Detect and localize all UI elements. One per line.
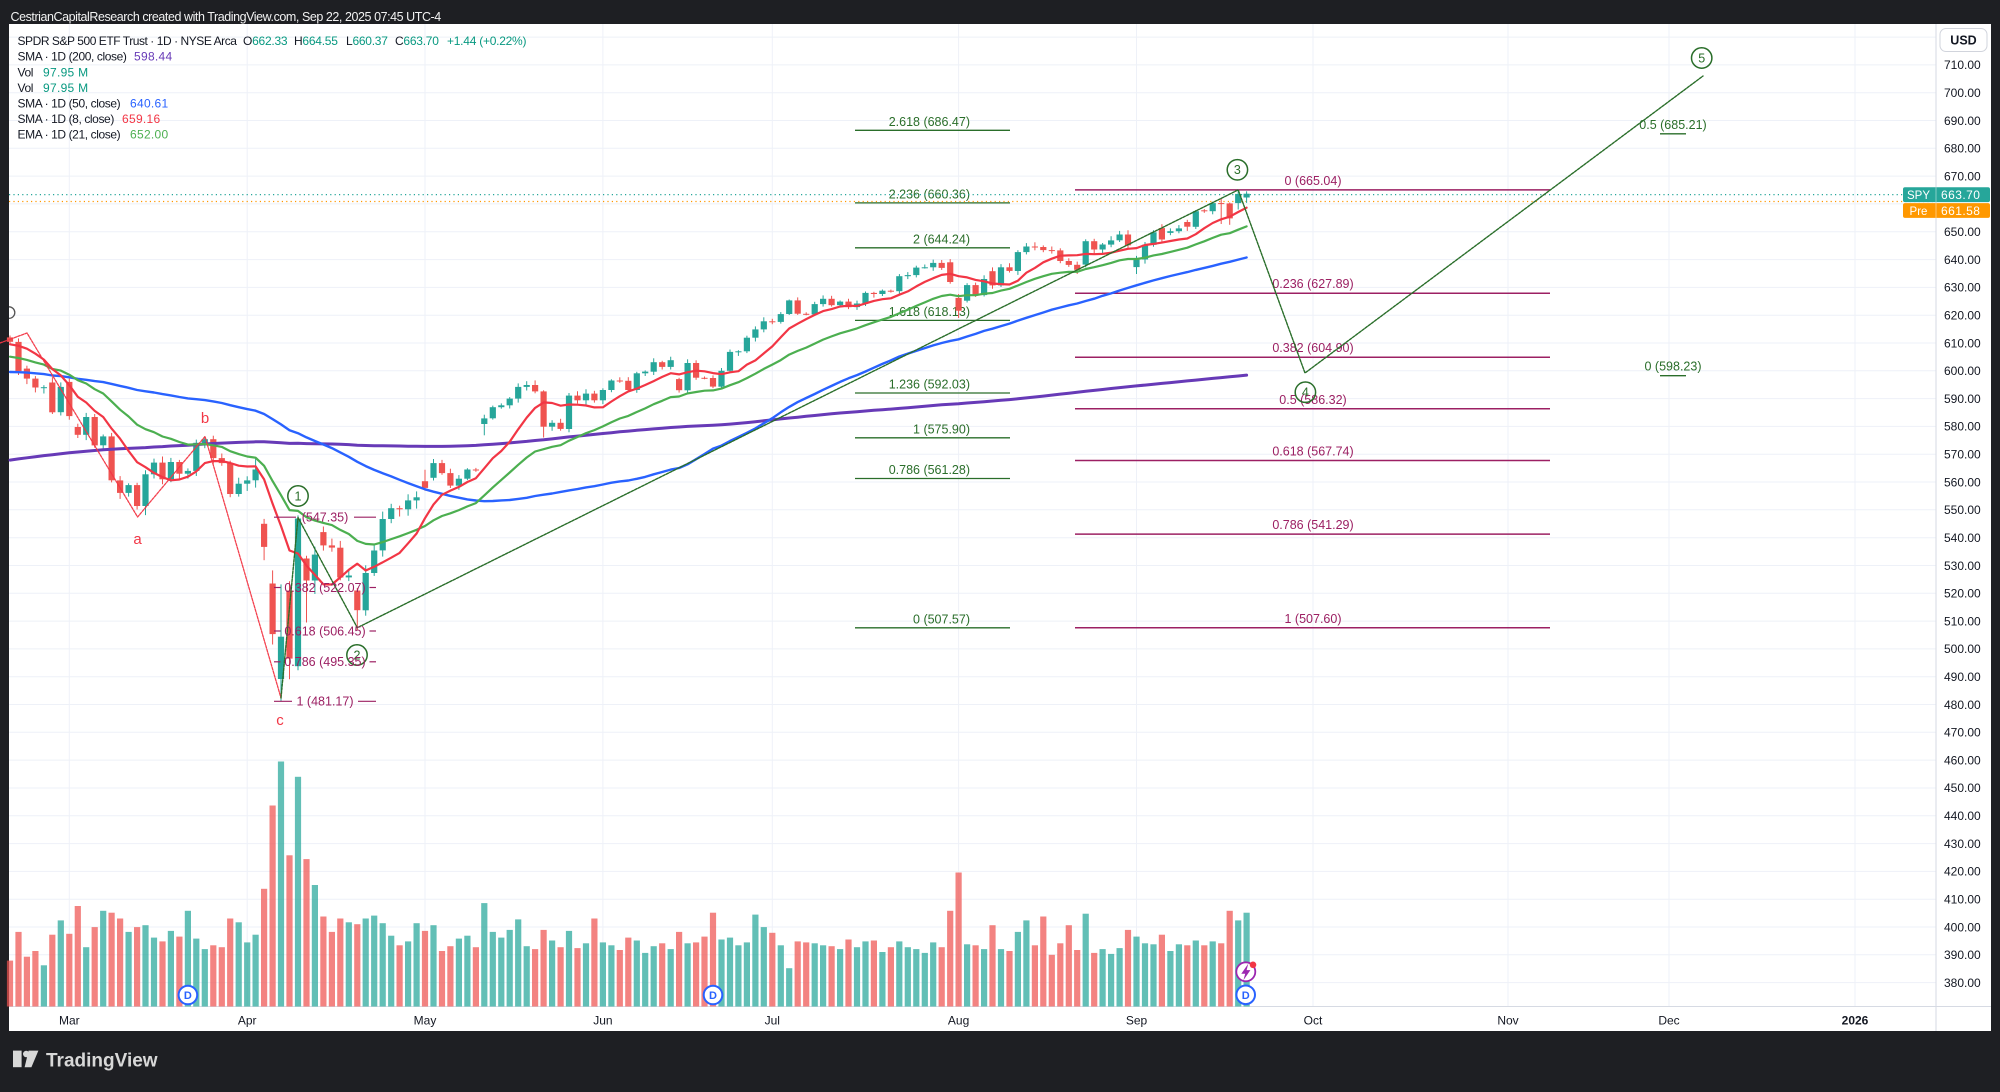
svg-text:Pre: Pre <box>1910 206 1928 218</box>
svg-text:380.00: 380.00 <box>1944 976 1981 990</box>
svg-text:690.00: 690.00 <box>1944 114 1981 128</box>
svg-text:480.00: 480.00 <box>1944 698 1981 712</box>
svg-text:0.5 (685.21): 0.5 (685.21) <box>1639 118 1706 132</box>
svg-text:a: a <box>133 531 142 548</box>
svg-text:390.00: 390.00 <box>1944 948 1981 962</box>
svg-text:610.00: 610.00 <box>1944 336 1981 350</box>
svg-text:530.00: 530.00 <box>1944 559 1981 573</box>
svg-text:570.00: 570.00 <box>1944 448 1981 462</box>
svg-text:1.236 (592.03): 1.236 (592.03) <box>889 378 970 392</box>
svg-text:SMA · 1D (50, close): SMA · 1D (50, close) <box>18 97 121 111</box>
svg-text:Dec: Dec <box>1658 1013 1679 1027</box>
svg-text:1 (575.90): 1 (575.90) <box>913 422 970 436</box>
svg-text:USD: USD <box>1950 34 1976 48</box>
svg-text:0.786 (495.35): 0.786 (495.35) <box>284 655 365 669</box>
svg-text:3: 3 <box>1234 163 1241 177</box>
svg-text:400.00: 400.00 <box>1944 920 1981 934</box>
svg-text:600.00: 600.00 <box>1944 364 1981 378</box>
svg-text:630.00: 630.00 <box>1944 281 1981 295</box>
svg-text:450.00: 450.00 <box>1944 781 1981 795</box>
svg-text:700.00: 700.00 <box>1944 86 1981 100</box>
svg-text:663.70: 663.70 <box>1941 188 1980 202</box>
svg-text:2: 2 <box>354 648 361 662</box>
svg-text:500.00: 500.00 <box>1944 642 1981 656</box>
svg-text:510.00: 510.00 <box>1944 614 1981 628</box>
svg-text:(547.35): (547.35) <box>302 511 349 525</box>
svg-text:H664.55: H664.55 <box>294 34 338 48</box>
svg-text:650.00: 650.00 <box>1944 225 1981 239</box>
svg-text:0.786 (541.29): 0.786 (541.29) <box>1272 518 1353 532</box>
svg-text:5: 5 <box>1698 51 1705 65</box>
svg-text:680.00: 680.00 <box>1944 142 1981 156</box>
svg-text:490.00: 490.00 <box>1944 670 1981 684</box>
svg-text:640.00: 640.00 <box>1944 253 1981 267</box>
svg-text:Jul: Jul <box>765 1013 780 1027</box>
svg-text:2 (644.24): 2 (644.24) <box>913 232 970 246</box>
svg-text:550.00: 550.00 <box>1944 503 1981 517</box>
svg-text:CestrianCapitalResearch create: CestrianCapitalResearch created with Tra… <box>11 10 442 24</box>
svg-text:560.00: 560.00 <box>1944 475 1981 489</box>
svg-text:4: 4 <box>1302 386 1309 400</box>
svg-text:1 (507.60): 1 (507.60) <box>1285 612 1342 626</box>
svg-text:0 (507.57): 0 (507.57) <box>913 612 970 626</box>
svg-text:2.618 (686.47): 2.618 (686.47) <box>889 115 970 129</box>
svg-text:May: May <box>414 1013 437 1027</box>
svg-text:0.236 (627.89): 0.236 (627.89) <box>1272 277 1353 291</box>
svg-text:TradingView: TradingView <box>46 1051 158 1072</box>
svg-text:SPDR S&P 500 ETF Trust · 1D ·: SPDR S&P 500 ETF Trust · 1D · NYSE Arca <box>18 34 238 48</box>
svg-text:0.786 (561.28): 0.786 (561.28) <box>889 463 970 477</box>
svg-text:440.00: 440.00 <box>1944 809 1981 823</box>
svg-text:Jun: Jun <box>593 1013 612 1027</box>
svg-text:c: c <box>276 712 284 729</box>
svg-text:0.382 (522.07): 0.382 (522.07) <box>284 581 365 595</box>
svg-text:Aug: Aug <box>948 1013 969 1027</box>
svg-text:0 (598.23): 0 (598.23) <box>1645 360 1702 374</box>
svg-text:Vol: Vol <box>18 65 33 79</box>
svg-text:EMA · 1D (21, close): EMA · 1D (21, close) <box>18 128 121 142</box>
svg-text:Apr: Apr <box>238 1013 257 1027</box>
svg-text:410.00: 410.00 <box>1944 893 1981 907</box>
svg-text:Oct: Oct <box>1304 1013 1323 1027</box>
svg-text:640.61: 640.61 <box>130 97 169 111</box>
svg-text:SMA · 1D (200, close): SMA · 1D (200, close) <box>18 50 127 64</box>
svg-text:620.00: 620.00 <box>1944 309 1981 323</box>
svg-text:D: D <box>709 990 717 1002</box>
svg-text:Mar: Mar <box>59 1013 80 1027</box>
svg-text:SMA · 1D (8, close): SMA · 1D (8, close) <box>18 112 115 126</box>
svg-text:0.618 (506.45): 0.618 (506.45) <box>284 624 365 638</box>
svg-text:1: 1 <box>295 489 302 503</box>
svg-text:420.00: 420.00 <box>1944 865 1981 879</box>
svg-text:O662.33: O662.33 <box>243 34 288 48</box>
svg-text:590.00: 590.00 <box>1944 392 1981 406</box>
svg-text:Nov: Nov <box>1497 1013 1518 1027</box>
svg-text:+1.44 (+0.22%): +1.44 (+0.22%) <box>447 34 526 48</box>
svg-text:659.16: 659.16 <box>122 112 161 126</box>
svg-text:520.00: 520.00 <box>1944 587 1981 601</box>
svg-text:L660.37: L660.37 <box>346 34 388 48</box>
svg-text:97.95 M: 97.95 M <box>43 81 88 95</box>
svg-text:661.58: 661.58 <box>1941 204 1980 218</box>
svg-text:580.00: 580.00 <box>1944 420 1981 434</box>
svg-text:1 (481.17): 1 (481.17) <box>297 695 354 709</box>
svg-text:460.00: 460.00 <box>1944 753 1981 767</box>
svg-text:430.00: 430.00 <box>1944 837 1981 851</box>
svg-text:Sep: Sep <box>1126 1013 1148 1027</box>
svg-text:598.44: 598.44 <box>134 50 173 64</box>
svg-text:Vol: Vol <box>18 81 33 95</box>
svg-text:0.382 (604.90): 0.382 (604.90) <box>1272 341 1353 355</box>
svg-text:0 (665.04): 0 (665.04) <box>1285 174 1342 188</box>
svg-text:2026: 2026 <box>1842 1013 1869 1027</box>
svg-text:470.00: 470.00 <box>1944 726 1981 740</box>
svg-text:0.618 (567.74): 0.618 (567.74) <box>1272 445 1353 459</box>
svg-text:670.00: 670.00 <box>1944 169 1981 183</box>
svg-text:652.00: 652.00 <box>130 128 169 142</box>
svg-text:SPY: SPY <box>1907 190 1930 202</box>
svg-text:710.00: 710.00 <box>1944 58 1981 72</box>
svg-text:D: D <box>184 990 192 1002</box>
svg-text:C663.70: C663.70 <box>395 34 439 48</box>
svg-text:97.95 M: 97.95 M <box>43 65 88 79</box>
svg-text:540.00: 540.00 <box>1944 531 1981 545</box>
svg-text:D: D <box>1242 990 1250 1002</box>
svg-text:b: b <box>201 410 209 427</box>
